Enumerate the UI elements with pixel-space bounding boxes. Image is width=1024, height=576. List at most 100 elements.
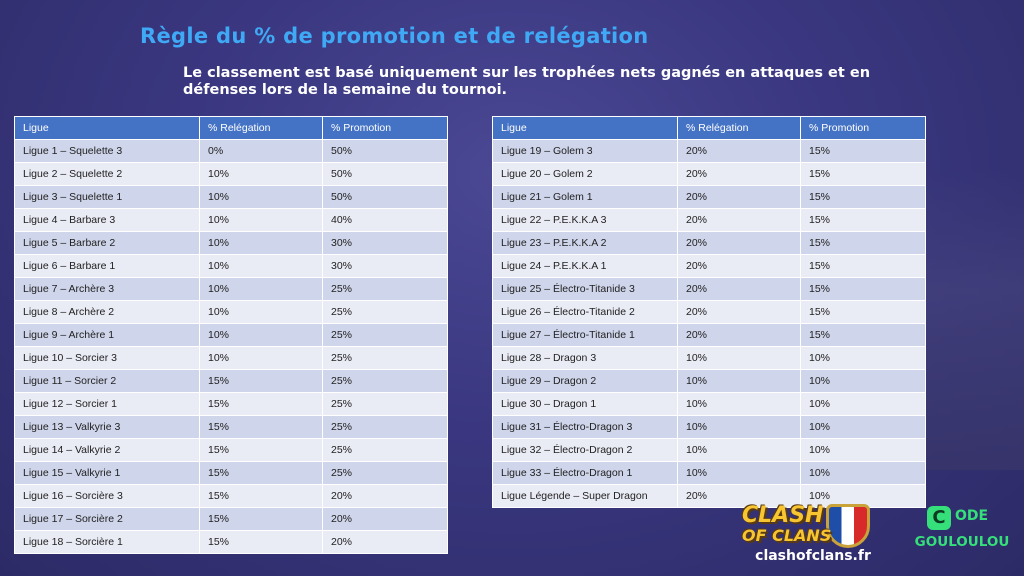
cell-ligue: Ligue 22 – P.E.K.K.A 3 (492, 208, 678, 232)
cell-relegation: 20% (677, 254, 801, 278)
cell-promotion: 25% (322, 300, 448, 324)
cell-relegation: 20% (677, 208, 801, 232)
cell-ligue: Ligue 13 – Valkyrie 3 (14, 415, 200, 439)
cell-promotion: 30% (322, 254, 448, 278)
table-row: Ligue 22 – P.E.K.K.A 3 20% 15% (492, 208, 926, 232)
cell-ligue: Ligue 10 – Sorcier 3 (14, 346, 200, 370)
table-row: Ligue 10 – Sorcier 3 10% 25% (14, 346, 448, 370)
cell-relegation: 10% (677, 346, 801, 370)
page-title: Règle du % de promotion et de relégation (140, 24, 649, 48)
cell-ligue: Ligue 33 – Électro-Dragon 1 (492, 461, 678, 485)
code-badge: C ODE GOULOULOU (903, 504, 1021, 560)
cell-promotion: 25% (322, 461, 448, 485)
cell-ligue: Ligue 20 – Golem 2 (492, 162, 678, 186)
cell-ligue: Ligue 4 – Barbare 3 (14, 208, 200, 232)
cell-relegation: 10% (677, 461, 801, 485)
cell-promotion: 20% (322, 507, 448, 531)
cell-promotion: 25% (322, 369, 448, 393)
cell-ligue: Ligue 7 – Archère 3 (14, 277, 200, 301)
league-table-left: Ligue % Relégation % Promotion Ligue 1 –… (14, 116, 448, 554)
table-row: Ligue 7 – Archère 3 10% 25% (14, 277, 448, 301)
code-c-icon: C (927, 506, 951, 530)
cell-relegation: 20% (677, 139, 801, 163)
table-row: Ligue 28 – Dragon 3 10% 10% (492, 346, 926, 370)
cell-relegation: 10% (677, 438, 801, 462)
cell-promotion: 30% (322, 231, 448, 255)
cell-ligue: Ligue 9 – Archère 1 (14, 323, 200, 347)
table-row: Ligue 21 – Golem 1 20% 15% (492, 185, 926, 209)
cell-promotion: 25% (322, 277, 448, 301)
table-row: Ligue 17 – Sorcière 2 15% 20% (14, 507, 448, 531)
cell-ligue: Ligue 17 – Sorcière 2 (14, 507, 200, 531)
cell-relegation: 15% (199, 369, 323, 393)
cell-relegation: 15% (199, 415, 323, 439)
header-ligue: Ligue (14, 116, 200, 140)
cell-ligue: Ligue 6 – Barbare 1 (14, 254, 200, 278)
cell-relegation: 15% (199, 507, 323, 531)
table-row: Ligue 29 – Dragon 2 10% 10% (492, 369, 926, 393)
table-row: Ligue 2 – Squelette 2 10% 50% (14, 162, 448, 186)
table-row: Ligue 12 – Sorcier 1 15% 25% (14, 392, 448, 416)
cell-ligue: Ligue 21 – Golem 1 (492, 185, 678, 209)
cell-ligue: Ligue 8 – Archère 2 (14, 300, 200, 324)
table-row: Ligue 14 – Valkyrie 2 15% 25% (14, 438, 448, 462)
logo-wordmark: CLASH OF CLANS (742, 503, 832, 546)
cell-promotion: 15% (800, 277, 926, 301)
header-promotion: % Promotion (322, 116, 448, 140)
cell-promotion: 25% (322, 415, 448, 439)
cell-ligue: Ligue 14 – Valkyrie 2 (14, 438, 200, 462)
cell-promotion: 15% (800, 323, 926, 347)
cell-relegation: 10% (677, 392, 801, 416)
cell-ligue: Ligue 15 – Valkyrie 1 (14, 461, 200, 485)
table-row: Ligue 5 – Barbare 2 10% 30% (14, 231, 448, 255)
cell-ligue: Ligue 31 – Électro-Dragon 3 (492, 415, 678, 439)
cell-relegation: 15% (199, 438, 323, 462)
cell-promotion: 10% (800, 461, 926, 485)
cell-relegation: 20% (677, 484, 801, 508)
cell-relegation: 15% (199, 392, 323, 416)
cell-relegation: 10% (199, 185, 323, 209)
cell-relegation: 10% (199, 231, 323, 255)
cell-relegation: 10% (199, 346, 323, 370)
logo-line1: CLASH (742, 503, 824, 528)
table-row: Ligue 15 – Valkyrie 1 15% 25% (14, 461, 448, 485)
table-row: Ligue 1 – Squelette 3 0% 50% (14, 139, 448, 163)
cell-promotion: 50% (322, 139, 448, 163)
code-name: GOULOULOU (914, 534, 1010, 550)
cell-ligue: Ligue 23 – P.E.K.K.A 2 (492, 231, 678, 255)
cell-promotion: 20% (322, 530, 448, 554)
cell-relegation: 20% (677, 277, 801, 301)
table-header-row: Ligue % Relégation % Promotion (14, 116, 448, 140)
header-relegation: % Relégation (199, 116, 323, 140)
table-row: Ligue 23 – P.E.K.K.A 2 20% 15% (492, 231, 926, 255)
table-row: Ligue 25 – Électro-Titanide 3 20% 15% (492, 277, 926, 301)
cell-ligue: Ligue 25 – Électro-Titanide 3 (492, 277, 678, 301)
cell-relegation: 10% (677, 369, 801, 393)
cell-ligue: Ligue 1 – Squelette 3 (14, 139, 200, 163)
cell-promotion: 15% (800, 254, 926, 278)
cell-promotion: 25% (322, 346, 448, 370)
cell-promotion: 50% (322, 162, 448, 186)
cell-ligue: Ligue 19 – Golem 3 (492, 139, 678, 163)
table-row: Ligue 24 – P.E.K.K.A 1 20% 15% (492, 254, 926, 278)
table-row: Ligue 9 – Archère 1 10% 25% (14, 323, 448, 347)
cell-relegation: 10% (199, 162, 323, 186)
table-row: Ligue Légende – Super Dragon 20% 10% (492, 484, 926, 508)
cell-promotion: 50% (322, 185, 448, 209)
cell-promotion: 40% (322, 208, 448, 232)
cell-relegation: 10% (199, 254, 323, 278)
logo-line2: OF CLANS (742, 526, 832, 545)
cell-promotion: 10% (800, 392, 926, 416)
table-row: Ligue 32 – Électro-Dragon 2 10% 10% (492, 438, 926, 462)
table-row: Ligue 3 – Squelette 1 10% 50% (14, 185, 448, 209)
logo-url: clashofclans.fr (755, 548, 871, 564)
cell-ligue: Ligue 32 – Électro-Dragon 2 (492, 438, 678, 462)
cell-promotion: 15% (800, 139, 926, 163)
cell-ligue: Ligue Légende – Super Dragon (492, 484, 678, 508)
table-row: Ligue 26 – Électro-Titanide 2 20% 15% (492, 300, 926, 324)
cell-relegation: 10% (199, 277, 323, 301)
header-relegation: % Relégation (677, 116, 801, 140)
header-promotion: % Promotion (800, 116, 926, 140)
cell-ligue: Ligue 18 – Sorcière 1 (14, 530, 200, 554)
header-ligue: Ligue (492, 116, 678, 140)
